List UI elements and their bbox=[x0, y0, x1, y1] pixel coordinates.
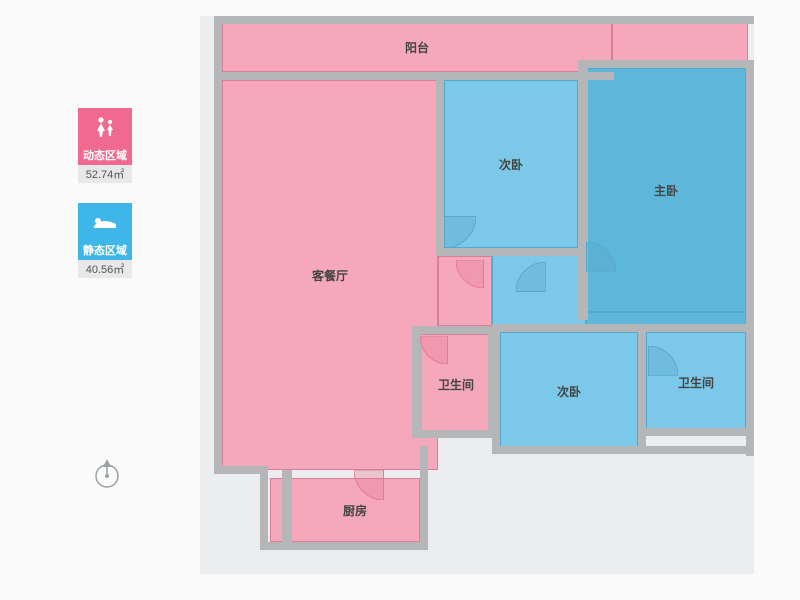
wall bbox=[492, 324, 500, 452]
wall bbox=[420, 446, 428, 550]
door-swing bbox=[516, 262, 546, 292]
room-living: 客餐厅 bbox=[222, 80, 438, 470]
room-label: 阳台 bbox=[405, 39, 429, 56]
wall bbox=[214, 72, 614, 80]
room-label: 次卧 bbox=[499, 156, 523, 173]
wall bbox=[282, 470, 292, 542]
room-label: 卫生间 bbox=[438, 376, 474, 393]
wall bbox=[412, 430, 496, 438]
wall bbox=[260, 542, 428, 550]
legend-static: 静态区域 40.56㎡ bbox=[78, 203, 138, 278]
legend-static-icon-box bbox=[78, 203, 132, 241]
door-swing bbox=[586, 242, 616, 272]
legend-dynamic-value: 52.74㎡ bbox=[78, 165, 132, 183]
wall bbox=[260, 466, 268, 550]
wall bbox=[214, 16, 222, 474]
legend-dynamic-icon-box bbox=[78, 108, 132, 146]
room-balcony: 阳台 bbox=[222, 22, 612, 72]
room-bed2b: 次卧 bbox=[500, 332, 638, 450]
compass-icon bbox=[90, 456, 124, 490]
wall bbox=[412, 326, 496, 334]
legend-static-label: 静态区域 bbox=[78, 240, 132, 260]
canvas: 动态区域 52.74㎡ 静态区域 40.56㎡ 阳台客餐厅厨房卫生间次卧主卧次卧… bbox=[0, 0, 800, 600]
room-label: 厨房 bbox=[343, 502, 367, 519]
legend-dynamic: 动态区域 52.74㎡ bbox=[78, 108, 138, 183]
room-bed1: 主卧 bbox=[586, 68, 746, 312]
wall bbox=[214, 16, 754, 24]
wall bbox=[492, 446, 754, 454]
wall bbox=[578, 60, 754, 68]
door-swing bbox=[354, 470, 384, 500]
wall bbox=[436, 248, 588, 256]
wall bbox=[492, 324, 754, 332]
door-swing bbox=[420, 336, 448, 364]
legend-static-value: 40.56㎡ bbox=[78, 260, 132, 278]
door-swing bbox=[648, 346, 678, 376]
sleep-icon bbox=[92, 212, 118, 232]
people-icon bbox=[93, 116, 117, 138]
wall bbox=[638, 428, 754, 436]
room-label: 卫生间 bbox=[678, 374, 714, 391]
wall bbox=[436, 72, 444, 256]
room-label: 次卧 bbox=[557, 383, 581, 400]
door-swing bbox=[456, 260, 484, 288]
room-label: 主卧 bbox=[654, 182, 678, 199]
floor-plan: 阳台客餐厅厨房卫生间次卧主卧次卧卫生间 bbox=[200, 16, 754, 574]
wall bbox=[746, 60, 754, 456]
room-label: 客餐厅 bbox=[312, 267, 348, 284]
wall bbox=[578, 60, 588, 320]
door-swing bbox=[444, 216, 476, 248]
legend-dynamic-label: 动态区域 bbox=[78, 145, 132, 165]
legend: 动态区域 52.74㎡ 静态区域 40.56㎡ bbox=[78, 108, 138, 298]
